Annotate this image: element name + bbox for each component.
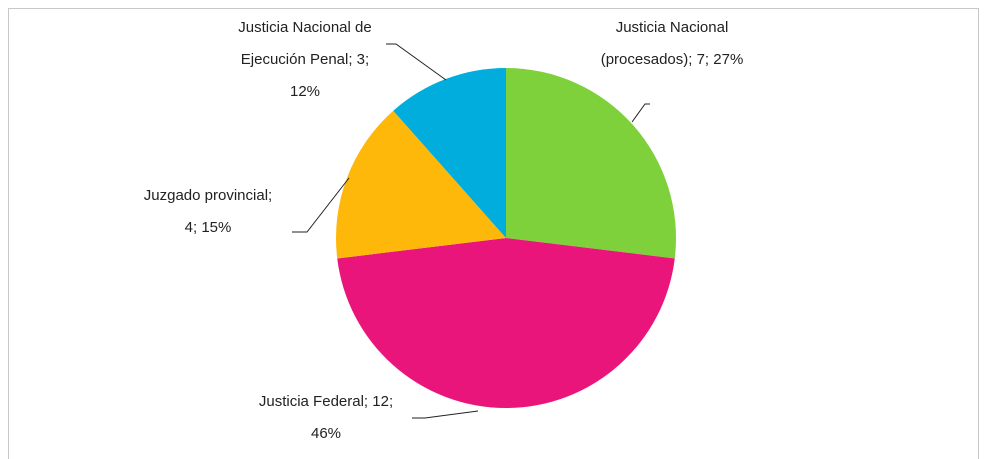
data-label: Justicia Nacional (procesados); 7; 27% bbox=[601, 19, 744, 68]
pie-slice bbox=[337, 238, 675, 408]
label-line: Juzgado provincial; bbox=[144, 187, 272, 204]
leader-line bbox=[412, 410, 479, 419]
data-label: Juzgado provincial; 4; 15% bbox=[144, 187, 272, 236]
label-line: Justicia Nacional de bbox=[238, 19, 371, 36]
data-label: Justicia Nacional de Ejecución Penal; 3; 1… bbox=[238, 19, 371, 100]
label-line: 4; 15% bbox=[185, 219, 232, 236]
pie-slice bbox=[336, 110, 506, 259]
label-line: 46% bbox=[311, 425, 341, 442]
label-line: Justicia Federal; 12; bbox=[259, 393, 393, 410]
leader-line bbox=[631, 103, 650, 123]
leader-line bbox=[386, 43, 447, 81]
leader-line bbox=[292, 177, 350, 233]
data-label: Justicia Federal; 12; 46% bbox=[259, 393, 393, 442]
pie-slice bbox=[393, 68, 506, 238]
label-line: (procesados); 7; 27% bbox=[601, 51, 744, 68]
label-line: Ejecución Penal; 3; bbox=[241, 51, 369, 68]
label-line: 12% bbox=[290, 83, 320, 100]
pie-slice bbox=[506, 68, 676, 259]
label-line: Justicia Nacional bbox=[616, 19, 729, 36]
